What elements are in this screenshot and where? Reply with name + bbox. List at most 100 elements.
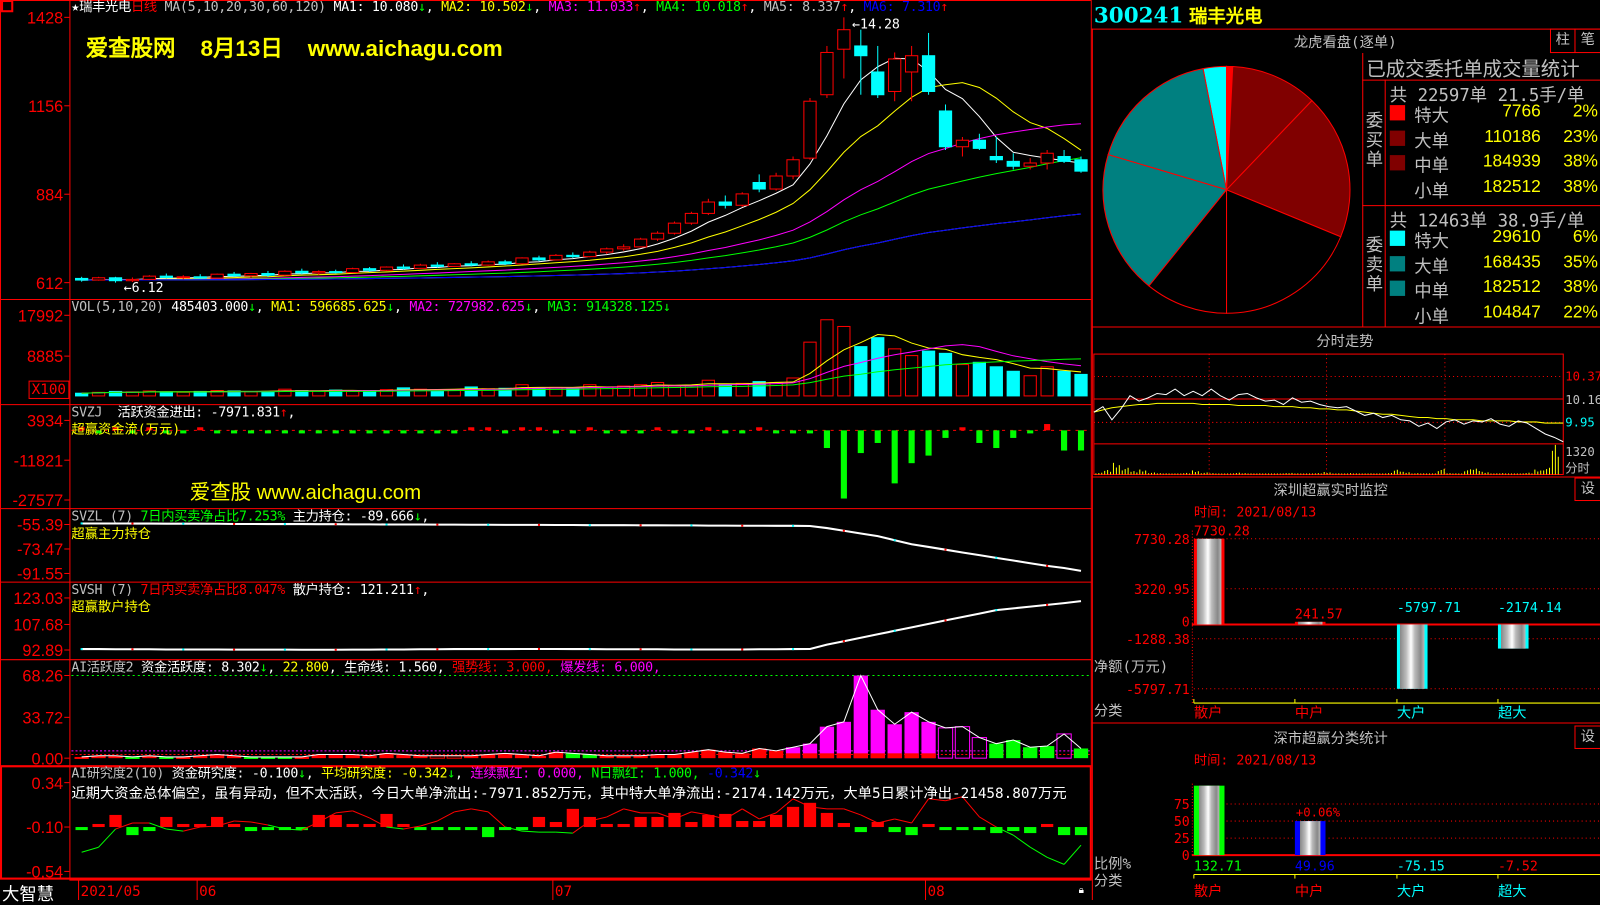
classify-bar-edge <box>1294 821 1326 856</box>
candle-body <box>888 58 902 92</box>
volume-bar <box>159 391 173 397</box>
row-percent: 38% <box>1563 276 1598 297</box>
row-value: 29610 <box>1492 226 1541 247</box>
axis-tick-label: 92.89 <box>22 642 63 660</box>
volume-bar <box>904 355 919 397</box>
candle <box>1040 149 1054 170</box>
classify-axis-label: 50 <box>1174 815 1190 830</box>
candle <box>854 29 868 95</box>
date-label: 2021/05 <box>81 884 141 900</box>
svzj-bar <box>823 430 830 449</box>
activity-bar-base <box>785 753 801 759</box>
candle-body <box>278 270 292 276</box>
research-line <box>759 812 777 820</box>
svzj-bar <box>95 430 102 434</box>
monitor-settings-button[interactable]: 设 <box>1574 477 1600 502</box>
candle-body <box>837 29 851 50</box>
activity-bar <box>362 755 377 759</box>
candle <box>566 252 580 258</box>
ma-line-30 <box>81 157 1082 281</box>
svzj-bar <box>535 427 543 431</box>
axis-tick-label: 123.03 <box>13 590 63 608</box>
svzl-marker <box>487 523 490 526</box>
research-line <box>267 824 286 830</box>
classify-settings-button[interactable]: 设 <box>1574 725 1600 749</box>
volume-bar <box>464 386 478 397</box>
research-line <box>894 818 912 824</box>
axis-tick-label: 3934 <box>27 413 63 431</box>
candle <box>955 136 970 157</box>
svzj-bar <box>942 430 949 438</box>
watermark: 爱查股网 8月13日 www.aichagu.com <box>85 35 503 62</box>
sell-summary: 共 12463单 38.9手/单 <box>1389 211 1585 232</box>
candle-body <box>566 254 580 258</box>
legend-segment: ↓ <box>524 299 533 316</box>
row-name: 中单 <box>1414 156 1449 177</box>
candle <box>362 267 377 272</box>
research-bar <box>261 827 275 831</box>
legend-segment: 爆发线: 6.000, <box>560 660 661 676</box>
activity-bar <box>379 753 394 759</box>
candle-body <box>667 222 682 234</box>
activity-bar <box>1073 748 1089 759</box>
activity-bar <box>785 747 801 759</box>
stats-title: 已成交委托单成交量统计 <box>1366 58 1580 81</box>
kline-panels[interactable]: 1428 1156 884 612 17992 8885 3934 -11821 -27577 -… <box>0 0 1092 900</box>
bar-mode-button[interactable]: 柱 <box>1549 28 1576 54</box>
candle <box>650 231 665 242</box>
classify-axis-label: 25 <box>1174 832 1190 847</box>
research-bar <box>888 827 901 833</box>
tick-mode-button[interactable]: 笔 <box>1574 28 1600 54</box>
volume-bar <box>735 382 749 397</box>
volume-bar <box>871 337 885 397</box>
activity-bar <box>159 756 174 759</box>
volume-bar <box>515 384 529 397</box>
monitor-category: 超大 <box>1498 704 1527 721</box>
research-line <box>352 810 370 819</box>
activity-bar <box>108 755 123 759</box>
activity-bar <box>616 755 631 759</box>
axis-tick-label: 884 <box>36 186 63 204</box>
activity-line <box>81 674 1082 758</box>
candle <box>617 244 631 251</box>
classify-bar <box>1198 785 1220 856</box>
svzl-marker <box>283 523 286 526</box>
legend-segment: , <box>255 299 272 316</box>
buy-summary: 共 22597单 21.5手/单 <box>1389 85 1585 107</box>
research-bar <box>397 823 410 828</box>
research-bar <box>871 821 884 828</box>
svsh-marker <box>385 648 388 651</box>
research-line <box>183 826 201 832</box>
legend-segment: ↑ <box>279 405 288 421</box>
pie-slice <box>1107 67 1228 191</box>
volume-bar <box>176 391 190 397</box>
research-line <box>1029 846 1048 858</box>
monitor-time: 时间: 2021/08/13 <box>1193 505 1317 521</box>
research-bar <box>363 823 376 828</box>
volume-bar <box>1006 370 1020 397</box>
candle <box>888 52 902 102</box>
lock-icon[interactable]: 🔒︎ <box>1078 884 1084 896</box>
research-line <box>674 811 692 820</box>
svzl-marker <box>792 524 795 527</box>
legend-segment: 22.800 <box>282 660 329 676</box>
menu-icon[interactable] <box>1 0 14 13</box>
ai1-legend: AI活跃度2 资金活跃度: 8.302↓, 22.800, 生命线: 1.560… <box>71 660 660 675</box>
research-line <box>216 820 235 827</box>
research-bar <box>194 823 207 828</box>
activity-bar <box>413 755 428 759</box>
monitor-bar <box>1399 624 1425 689</box>
activity-bar <box>599 755 614 759</box>
activity-bar <box>684 752 699 759</box>
candle-body <box>193 276 207 279</box>
svzl-subtitle: 超赢主力持仓 <box>71 526 152 542</box>
activity-bar <box>74 756 89 759</box>
research-bar <box>1057 827 1071 836</box>
legend-segment: , <box>436 660 453 676</box>
svzj-legend: SVZJ 活跃资金进出: -7971.831↑, <box>71 405 295 420</box>
candle <box>227 271 241 277</box>
pie-slice <box>1148 188 1228 314</box>
classify-xlabel: 分类 <box>1093 873 1123 890</box>
legend-segment: ↑ <box>940 0 949 16</box>
classify-category: 散户 <box>1194 883 1223 900</box>
